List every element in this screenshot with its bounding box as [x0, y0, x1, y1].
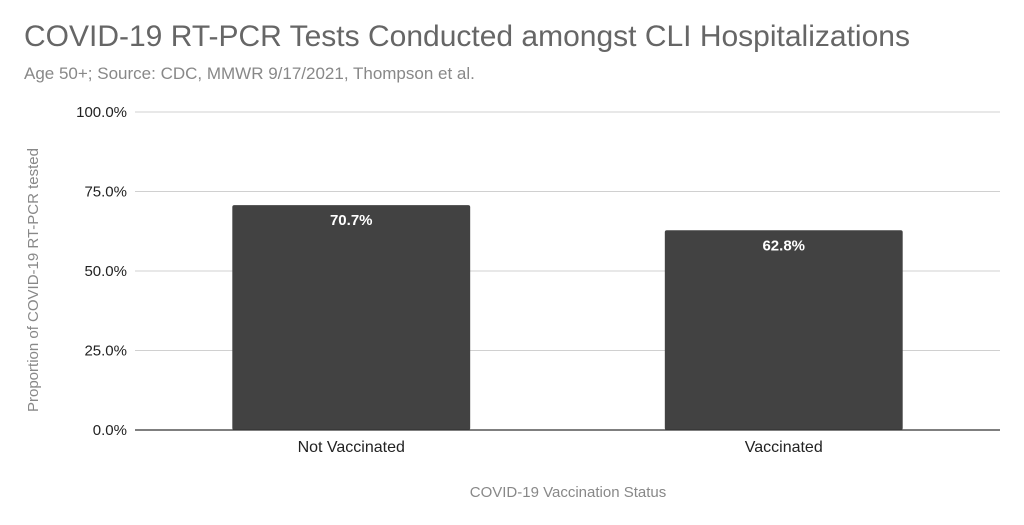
y-axis-ticks: 0.0% 25.0% 50.0% 75.0% 100.0% [76, 104, 127, 439]
chart-title: COVID-19 RT-PCR Tests Conducted amongst … [24, 20, 910, 53]
chart-subtitle: Age 50+; Source: CDC, MMWR 9/17/2021, Th… [24, 64, 475, 83]
x-axis-label: COVID-19 Vaccination Status [470, 484, 666, 501]
bars: 70.7% 62.8% [232, 205, 903, 430]
data-label: 70.7% [330, 212, 373, 229]
y-tick-label: 75.0% [84, 184, 127, 201]
x-axis-categories: Not Vaccinated Vaccinated [298, 439, 823, 456]
x-category-label: Not Vaccinated [298, 439, 405, 456]
y-tick-label: 100.0% [76, 104, 127, 121]
y-tick-label: 0.0% [93, 422, 127, 439]
bar [232, 205, 471, 430]
y-tick-label: 25.0% [84, 343, 127, 360]
bar [664, 230, 903, 430]
x-category-label: Vaccinated [745, 439, 823, 456]
y-axis-label: Proportion of COVID-19 RT-PCR tested [25, 148, 42, 412]
data-label: 62.8% [762, 237, 805, 254]
y-tick-label: 50.0% [84, 263, 127, 280]
